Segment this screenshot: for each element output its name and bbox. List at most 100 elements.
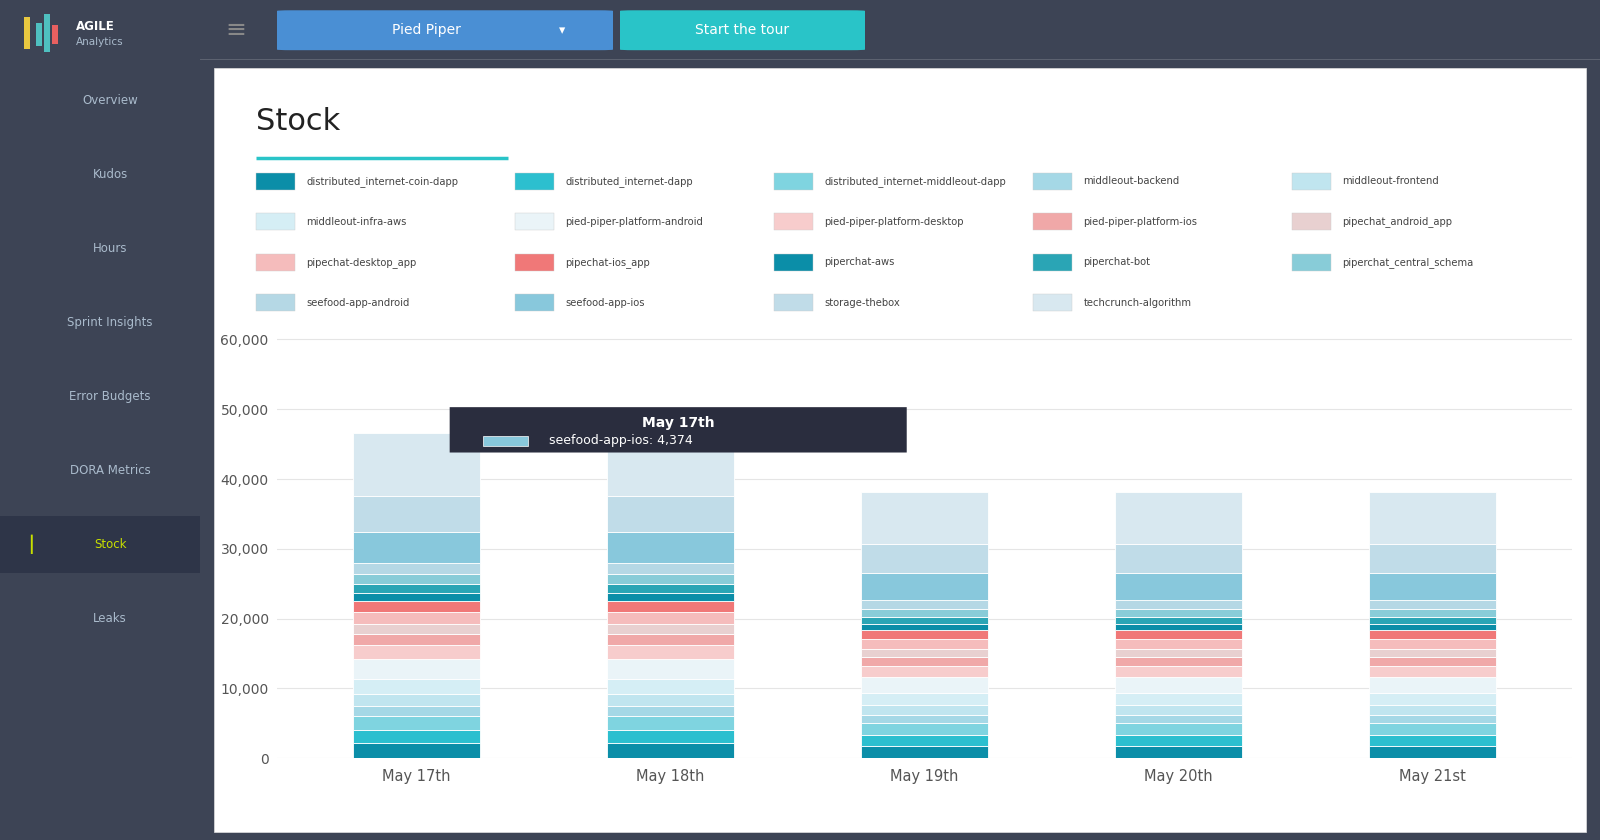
Text: middleout-infra-aws: middleout-infra-aws xyxy=(307,217,406,227)
Text: distributed_internet-dapp: distributed_internet-dapp xyxy=(565,176,693,186)
Bar xyxy=(256,254,294,271)
Text: techcrunch-algorithm: techcrunch-algorithm xyxy=(1083,298,1192,308)
Bar xyxy=(1370,705,1496,715)
Bar xyxy=(1115,657,1242,666)
Bar xyxy=(354,634,480,645)
Bar xyxy=(1370,692,1496,705)
Bar xyxy=(861,492,987,544)
Bar xyxy=(1115,715,1242,723)
Bar xyxy=(1370,617,1496,624)
Bar xyxy=(1034,254,1072,271)
Bar xyxy=(606,624,734,634)
Text: middleout-backend: middleout-backend xyxy=(1083,176,1179,186)
Bar xyxy=(861,639,987,649)
Bar xyxy=(1370,746,1496,759)
Bar xyxy=(354,706,480,717)
Bar xyxy=(606,706,734,717)
Bar xyxy=(861,649,987,657)
Bar xyxy=(354,645,480,659)
Bar xyxy=(51,25,58,44)
Bar xyxy=(1115,746,1242,759)
Bar xyxy=(1370,649,1496,657)
Text: pipechat-desktop_app: pipechat-desktop_app xyxy=(307,257,416,268)
Text: storage-thebox: storage-thebox xyxy=(824,298,901,308)
Bar xyxy=(606,574,734,585)
Bar xyxy=(861,735,987,746)
Bar xyxy=(1115,735,1242,746)
Bar xyxy=(1370,492,1496,544)
Bar xyxy=(1115,692,1242,705)
FancyBboxPatch shape xyxy=(277,10,613,50)
Bar xyxy=(354,433,480,496)
Text: pied-piper-platform-ios: pied-piper-platform-ios xyxy=(1083,217,1197,227)
Text: DORA Metrics: DORA Metrics xyxy=(70,464,150,477)
Text: seefood-app-ios: 4,374: seefood-app-ios: 4,374 xyxy=(549,434,693,447)
Bar xyxy=(1034,173,1072,190)
Bar xyxy=(774,213,813,230)
Bar xyxy=(774,294,813,312)
Bar xyxy=(861,723,987,735)
Bar xyxy=(1115,677,1242,692)
FancyBboxPatch shape xyxy=(621,10,866,50)
Bar xyxy=(1115,631,1242,639)
Bar xyxy=(256,213,294,230)
Bar xyxy=(0,516,200,573)
Bar xyxy=(354,624,480,634)
Bar xyxy=(1115,624,1242,631)
Bar xyxy=(483,436,528,445)
Text: Error Budgets: Error Budgets xyxy=(69,390,150,403)
Bar xyxy=(861,692,987,705)
Bar xyxy=(861,746,987,759)
Bar xyxy=(1370,677,1496,692)
Text: pipechat-ios_app: pipechat-ios_app xyxy=(565,257,650,268)
Bar xyxy=(774,254,813,271)
Bar xyxy=(354,574,480,585)
Bar xyxy=(606,679,734,694)
Text: Leaks: Leaks xyxy=(93,612,126,625)
Bar xyxy=(1293,254,1331,271)
Text: pipechat_android_app: pipechat_android_app xyxy=(1342,217,1453,228)
Bar xyxy=(774,173,813,190)
Bar xyxy=(354,679,480,694)
Bar xyxy=(1370,600,1496,609)
Bar xyxy=(1370,657,1496,666)
Text: Analytics: Analytics xyxy=(77,37,123,47)
Bar xyxy=(256,294,294,312)
Text: Sprint Insights: Sprint Insights xyxy=(67,316,152,329)
Bar xyxy=(515,213,554,230)
Text: Stock: Stock xyxy=(94,538,126,551)
Bar xyxy=(1115,609,1242,617)
Bar xyxy=(1293,213,1331,230)
Text: Hours: Hours xyxy=(93,242,128,255)
Text: distributed_internet-middleout-dapp: distributed_internet-middleout-dapp xyxy=(824,176,1006,186)
Bar xyxy=(861,573,987,600)
Bar xyxy=(606,563,734,574)
Bar xyxy=(1115,617,1242,624)
Text: pied-piper-platform-desktop: pied-piper-platform-desktop xyxy=(824,217,963,227)
Bar xyxy=(606,533,734,563)
Text: seefood-app-ios: seefood-app-ios xyxy=(565,298,645,308)
Bar xyxy=(606,659,734,679)
Bar xyxy=(1370,609,1496,617)
Bar xyxy=(354,730,480,743)
Text: Pied Piper: Pied Piper xyxy=(392,24,461,37)
Text: ▾: ▾ xyxy=(558,24,565,37)
Bar xyxy=(861,715,987,723)
Bar xyxy=(1115,600,1242,609)
Bar xyxy=(1370,631,1496,639)
Bar xyxy=(861,624,987,631)
Text: Kudos: Kudos xyxy=(93,168,128,181)
Bar xyxy=(515,294,554,312)
Bar xyxy=(861,666,987,677)
Bar xyxy=(1034,294,1072,312)
Bar xyxy=(1370,723,1496,735)
Bar xyxy=(861,705,987,715)
Bar xyxy=(1115,573,1242,600)
Text: distributed_internet-coin-dapp: distributed_internet-coin-dapp xyxy=(307,176,459,186)
Bar xyxy=(354,496,480,533)
Text: ≡: ≡ xyxy=(226,18,246,42)
Text: Overview: Overview xyxy=(82,94,138,108)
Bar xyxy=(24,17,30,49)
Bar xyxy=(861,544,987,573)
Bar xyxy=(515,173,554,190)
